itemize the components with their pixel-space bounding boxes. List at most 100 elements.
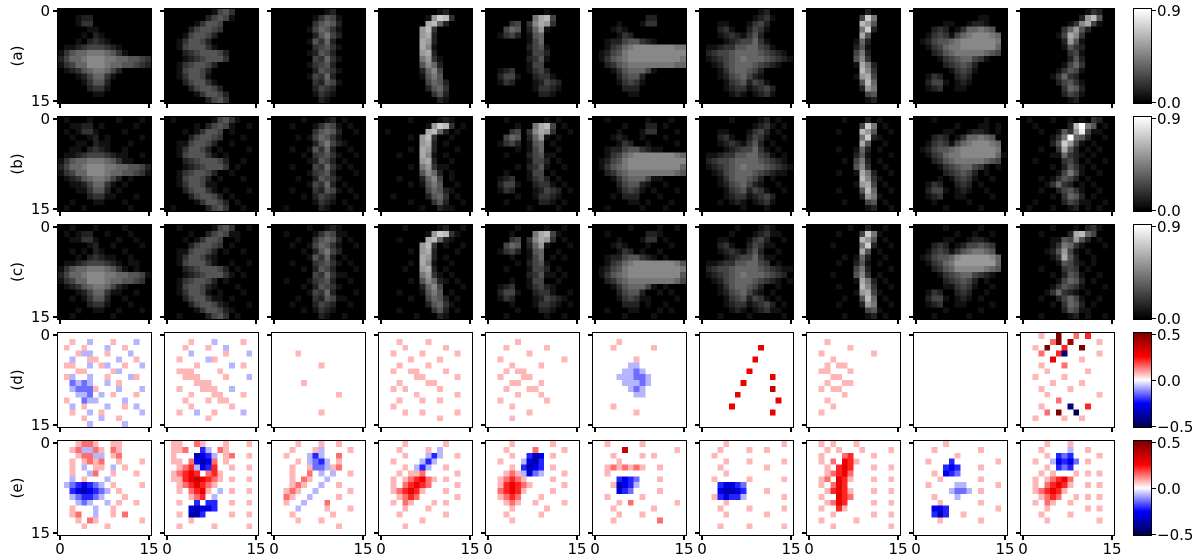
heatmap-canvas-a8 — [807, 9, 900, 103]
y-tick-label-15: 15 — [30, 308, 50, 326]
y-tick-mark — [374, 532, 378, 534]
x-tick-label-0: 0 — [804, 540, 814, 557]
y-tick-mark — [1016, 334, 1020, 336]
x-tick-mark — [576, 320, 578, 324]
y-tick-mark — [1016, 100, 1020, 102]
x-tick-mark — [1022, 212, 1024, 216]
x-tick-mark — [380, 212, 382, 216]
y-tick-mark — [160, 10, 164, 12]
heatmap-cell-c2 — [164, 224, 259, 320]
y-tick-mark — [481, 100, 485, 102]
x-tick-mark — [1022, 320, 1024, 324]
x-tick-label-0: 0 — [269, 540, 279, 557]
y-tick-mark — [53, 208, 57, 210]
colorbar-tick-label: 0.9 — [1157, 218, 1181, 236]
x-tick-mark — [701, 536, 703, 540]
y-tick-mark — [588, 316, 592, 318]
colorbar-tick-mark — [1152, 380, 1156, 382]
x-tick-label-0: 0 — [911, 540, 921, 557]
heatmap-cell-b5 — [485, 116, 580, 212]
heatmap-cell-e5 — [485, 440, 580, 536]
colorbar-tick-label: −0.5 — [1157, 418, 1194, 436]
x-tick-mark — [808, 212, 810, 216]
x-tick-mark — [148, 320, 150, 324]
y-tick-mark — [481, 532, 485, 534]
heatmap-canvas-a1 — [58, 9, 151, 103]
y-tick-mark — [267, 118, 271, 120]
heatmap-canvas-a7 — [700, 9, 793, 103]
colorbar-tick-mark — [1152, 210, 1156, 212]
colorbar-tick-mark — [1152, 226, 1156, 228]
x-tick-mark — [897, 212, 899, 216]
heatmap-canvas-d1 — [58, 333, 151, 427]
heatmap-canvas-c3 — [272, 225, 365, 319]
x-tick-mark — [576, 212, 578, 216]
x-tick-mark — [380, 320, 382, 324]
x-tick-mark — [469, 212, 471, 216]
heatmap-cell-a7 — [699, 8, 794, 104]
heatmap-canvas-a10 — [1021, 9, 1114, 103]
x-tick-mark — [1022, 536, 1024, 540]
heatmap-canvas-d4 — [379, 333, 472, 427]
x-tick-mark — [166, 320, 168, 324]
y-tick-label-0: 0 — [40, 2, 50, 20]
colorbar-tick-mark — [1152, 102, 1156, 104]
colorbar-tick-label: 0.9 — [1157, 110, 1181, 128]
y-tick-mark — [267, 100, 271, 102]
y-tick-mark — [481, 208, 485, 210]
heatmap-canvas-e3 — [272, 441, 365, 535]
x-tick-label-15: 15 — [460, 540, 480, 557]
x-tick-mark — [808, 428, 810, 432]
x-tick-mark — [1004, 536, 1006, 540]
y-tick-mark — [909, 226, 913, 228]
heatmap-cell-d3 — [271, 332, 366, 428]
y-tick-mark — [267, 334, 271, 336]
x-tick-mark — [362, 104, 364, 108]
x-tick-label-0: 0 — [697, 540, 707, 557]
heatmap-cell-b8 — [806, 116, 901, 212]
x-tick-mark — [683, 536, 685, 540]
heatmap-cell-a5 — [485, 8, 580, 104]
y-tick-mark — [481, 226, 485, 228]
heatmap-canvas-c2 — [165, 225, 258, 319]
x-tick-mark — [469, 428, 471, 432]
colorbar-tick-label: 0.0 — [1157, 372, 1181, 390]
colorbar-tick-mark — [1152, 318, 1156, 320]
x-tick-label-15: 15 — [781, 540, 801, 557]
y-tick-mark — [481, 334, 485, 336]
heatmap-cell-e8 — [806, 440, 901, 536]
heatmap-cell-d2 — [164, 332, 259, 428]
x-tick-mark — [808, 104, 810, 108]
colorbar-gradient-e — [1134, 441, 1151, 535]
y-tick-mark — [909, 532, 913, 534]
heatmap-canvas-b1 — [58, 117, 151, 211]
y-tick-mark — [695, 532, 699, 534]
x-tick-mark — [487, 212, 489, 216]
x-tick-mark — [148, 428, 150, 432]
y-tick-mark — [1016, 10, 1020, 12]
heatmap-cell-a1 — [57, 8, 152, 104]
colorbar-gradient-a — [1134, 9, 1151, 103]
x-tick-label-0: 0 — [590, 540, 600, 557]
y-tick-mark — [802, 424, 806, 426]
x-tick-mark — [148, 104, 150, 108]
heatmap-canvas-e1 — [58, 441, 151, 535]
heatmap-canvas-d6 — [593, 333, 686, 427]
y-tick-mark — [267, 208, 271, 210]
y-tick-mark — [588, 424, 592, 426]
y-tick-mark — [695, 100, 699, 102]
x-tick-label-0: 0 — [1018, 540, 1028, 557]
heatmap-cell-d10 — [1020, 332, 1115, 428]
heatmap-canvas-b6 — [593, 117, 686, 211]
y-tick-mark — [374, 334, 378, 336]
colorbar-tick-label: −0.5 — [1157, 526, 1194, 544]
x-tick-mark — [1111, 320, 1113, 324]
y-tick-mark — [374, 118, 378, 120]
x-tick-mark — [469, 536, 471, 540]
row-label-e: (e) — [8, 477, 26, 499]
x-tick-mark — [59, 536, 61, 540]
y-tick-mark — [267, 226, 271, 228]
y-tick-mark — [374, 100, 378, 102]
heatmap-canvas-a4 — [379, 9, 472, 103]
